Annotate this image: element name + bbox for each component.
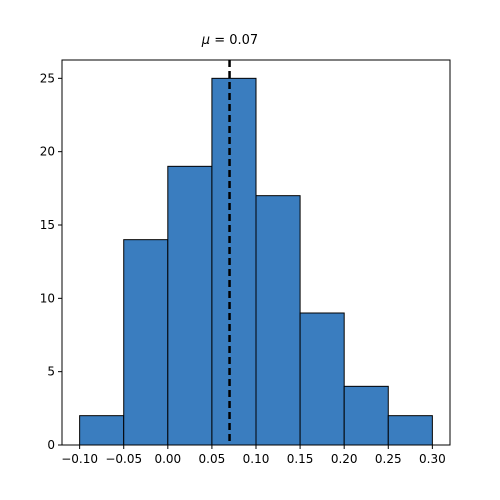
histogram-bar xyxy=(343,385,389,446)
title-symbol: μ xyxy=(201,33,210,48)
y-axis-ticks: 0 5 10 15 20 25 xyxy=(40,71,62,452)
chart-title: μ = 0.07 xyxy=(201,33,258,48)
x-tick-label: 0.10 xyxy=(243,452,270,466)
y-tick-label: 5 xyxy=(47,365,55,379)
histogram-bar xyxy=(79,415,125,446)
x-tick-label: 0.20 xyxy=(331,452,358,466)
title-value: = 0.07 xyxy=(210,33,258,48)
y-tick-label: 15 xyxy=(40,218,55,232)
x-tick-label: 0.05 xyxy=(199,452,226,466)
x-tick-label: −0.10 xyxy=(61,452,98,466)
histogram-bar xyxy=(387,415,433,446)
histogram-bar xyxy=(255,195,301,446)
histogram-bar xyxy=(123,239,169,446)
x-tick-label: 0.15 xyxy=(287,452,314,466)
x-tick-label: 0.00 xyxy=(154,452,181,466)
x-tick-label: 0.25 xyxy=(375,452,402,466)
y-tick-label: 25 xyxy=(40,71,55,85)
histogram-bar xyxy=(211,77,257,446)
y-tick-label: 0 xyxy=(47,438,55,452)
bars-group xyxy=(79,77,433,446)
y-tick-label: 20 xyxy=(40,145,55,159)
y-tick-label: 10 xyxy=(40,291,55,305)
histogram-bar xyxy=(167,165,213,446)
histogram-bar xyxy=(299,312,345,446)
x-tick-label: 0.30 xyxy=(419,452,446,466)
x-axis-ticks: −0.10 −0.05 0.00 0.05 0.10 0.15 0.20 0.25 0.30 xyxy=(61,445,446,466)
x-tick-label: −0.05 xyxy=(105,452,142,466)
